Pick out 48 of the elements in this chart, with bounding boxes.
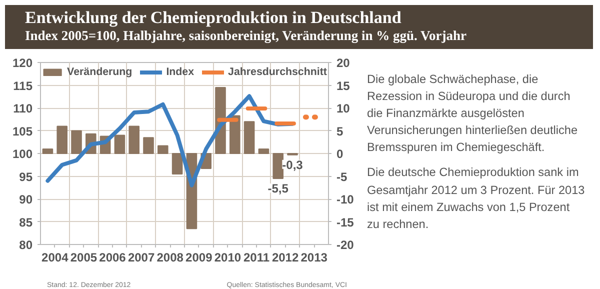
bar — [258, 148, 270, 154]
y-tick-label: 115 — [13, 78, 33, 93]
x-tick-label: 2012 — [272, 250, 299, 264]
chart-title: Entwicklung der Chemieproduktion in Deutschland — [25, 8, 402, 28]
y2-tick-label: 0 — [336, 147, 344, 161]
y2-tick-label: 15 — [336, 78, 350, 93]
legend-label: Jahresdurchschnitt — [228, 66, 327, 78]
y-tick-label: 105 — [12, 124, 33, 138]
y-tick-label: 120 — [12, 56, 33, 70]
legend-label: Veränderung — [67, 66, 132, 78]
y2-tick-label: -20 — [336, 238, 354, 252]
legend-label: Index — [166, 66, 194, 78]
bar — [244, 121, 255, 154]
bar — [272, 153, 284, 180]
x-tick-label: 2010 — [214, 250, 242, 264]
bar — [143, 137, 154, 154]
y2-tick-label: 10 — [336, 102, 350, 116]
y-tick-label: 90 — [19, 192, 33, 206]
y-tick-label: 110 — [13, 102, 33, 116]
bar — [42, 148, 54, 154]
y2-tick-label: -15 — [336, 215, 354, 230]
y2-tick-label: -10 — [336, 192, 354, 206]
data-label: -0,3 — [282, 158, 304, 172]
bar — [114, 134, 126, 154]
x-tick-label: 2008 — [156, 250, 184, 264]
y2-tick-label: 5 — [336, 124, 344, 138]
bar — [71, 130, 82, 154]
y2-tick-label: -5 — [336, 170, 348, 184]
x-tick-label: 2011 — [243, 250, 270, 264]
x-tick-label: 2004 — [42, 250, 69, 264]
x-tick-label: 2013 — [300, 250, 328, 264]
y-tick-label: 80 — [19, 238, 33, 252]
x-tick-label: 2009 — [186, 250, 213, 264]
data-label: -5,5 — [268, 182, 289, 196]
y-tick-label: 95 — [19, 170, 33, 184]
x-tick-label: 2005 — [70, 250, 98, 264]
chart-subtitle: Index 2005=100, Halbjahre, saisonbereinigt, Veränderung in % ggü. Vorjahr — [25, 28, 467, 44]
bar — [172, 153, 183, 174]
y-tick-label: 100 — [12, 147, 33, 161]
x-tick-label: 2007 — [128, 250, 155, 264]
y2-tick-label: 20 — [336, 56, 350, 70]
y-tick-label: 85 — [19, 215, 33, 230]
text: Die deutsche Chemieproduktion sank im Gesamtjahr 2012 um 3 Prozent. Für 2013 ist mit einem Zuwachs von 1,5 Prozent zu rechnen. — [367, 164, 585, 233]
bar — [128, 126, 140, 154]
bar — [158, 145, 168, 154]
bar — [56, 126, 68, 154]
text: Die globale Schwächephase, die Rezession in Südeuropa und die durch die Finanzmärkte ausgelösten Verunsicherungen hinterließen deutliche Bremsspuren im Chemiegeschäft. — [367, 71, 579, 156]
x-tick-label: 2006 — [99, 250, 126, 264]
